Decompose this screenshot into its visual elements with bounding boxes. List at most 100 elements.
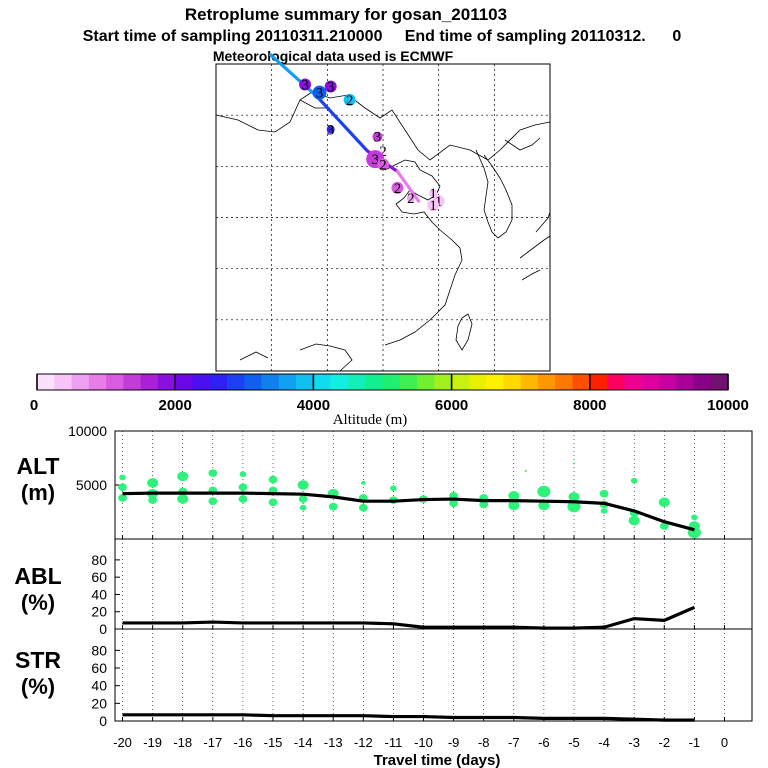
altitude-point: [147, 478, 159, 488]
altitude-point: [358, 503, 368, 512]
colorbar-swatch: [537, 374, 556, 390]
japan-coast-3: [521, 269, 541, 281]
plume-marker-label: 3: [327, 80, 335, 96]
plume-marker-label: 2: [379, 157, 387, 173]
plume-marker: [299, 78, 312, 91]
altitude-point: [659, 522, 669, 530]
x-tick-label: -3: [628, 735, 640, 750]
y-tick-label: 80: [91, 642, 107, 658]
colorbar-swatch: [607, 374, 625, 390]
plume-marker: [427, 199, 440, 212]
colorbar-swatch: [572, 374, 591, 390]
series-line: [122, 713, 695, 722]
x-tick-label: -16: [234, 735, 253, 750]
trajectory-segment: [395, 169, 421, 203]
colorbar-tick-label: 0: [30, 397, 38, 414]
plume-marker-label: 1: [435, 194, 443, 210]
trajectory-segment: [314, 94, 370, 153]
colorbar-tick-label: 6000: [435, 397, 468, 414]
panel-ylabel: ALT: [16, 453, 59, 479]
plume-marker: [312, 85, 327, 100]
colorbar-tick-label: 2000: [159, 397, 192, 414]
colorbar-swatch: [486, 374, 505, 390]
colorbar-swatch: [244, 374, 263, 390]
altitude-point: [299, 504, 307, 511]
japan-coast-2: [519, 235, 551, 259]
plume-marker-label: 2: [407, 191, 415, 207]
japan-coast-1: [535, 211, 551, 233]
altitude-point: [628, 515, 640, 526]
colorbar-swatch: [365, 374, 384, 390]
x-tick-label: 0: [721, 735, 728, 750]
y-tick-label: 80: [91, 552, 107, 568]
colorbar-swatch: [520, 374, 539, 390]
china-coast: [384, 159, 463, 346]
altitude-point: [268, 475, 278, 484]
map-coastlines: [215, 91, 551, 372]
altitude-point: [298, 495, 308, 503]
vietnam-coast: [239, 351, 269, 361]
plume-marker-label: 3: [301, 77, 309, 93]
altitude-point: [537, 485, 551, 498]
colorbar-swatch: [175, 374, 194, 390]
x-tick-label: -15: [264, 735, 283, 750]
altitude-point: [600, 508, 608, 514]
altitude-point: [328, 502, 338, 511]
figure-title: Retroplume summary for gosan_201103: [185, 5, 507, 24]
y-tick-label: 20: [91, 604, 107, 620]
altitude-point: [390, 485, 397, 492]
colorbar-swatch: [106, 374, 124, 390]
altitude-point: [118, 483, 127, 491]
altitude-point: [239, 471, 247, 478]
colorbar-swatch: [88, 374, 107, 390]
colorbar-swatch: [296, 374, 314, 390]
y-tick-label: 40: [91, 678, 107, 694]
altitude-point: [238, 483, 248, 491]
plume-marker-label: 1: [429, 186, 437, 202]
colorbar-swatch: [123, 374, 142, 390]
plume-marker-label: 2: [379, 144, 387, 160]
altitude-point: [524, 470, 527, 472]
altitude-point: [567, 500, 581, 513]
colorbar-tick-label: 8000: [573, 397, 606, 414]
plume-marker: [343, 93, 356, 106]
altitude-point: [630, 477, 638, 484]
x-tick-label: -6: [538, 735, 550, 750]
y-tick-label: 0: [99, 621, 107, 637]
x-tick-label: -19: [143, 735, 162, 750]
x-tick-label: -11: [384, 735, 402, 750]
colorbar-swatch: [641, 374, 660, 390]
colorbar-swatch: [278, 374, 297, 390]
altitude-point: [691, 514, 698, 521]
altitude-point: [568, 492, 580, 502]
colorbar-tick-label: 10000: [707, 397, 749, 414]
x-tick-label: -2: [658, 735, 670, 750]
colorbar-swatch: [658, 374, 677, 390]
x-tick-label: -4: [598, 735, 610, 750]
panel-ylabel-unit: (%): [21, 674, 55, 699]
colorbar-swatch: [589, 374, 608, 390]
plume-marker-label: 1: [429, 198, 437, 214]
colorbar-swatch: [399, 374, 418, 390]
altitude-point: [449, 499, 458, 508]
colorbar-swatch: [227, 374, 245, 390]
colorbar-swatch: [261, 374, 280, 390]
colorbar-swatch: [313, 374, 332, 390]
met-data-caption: Meteorological data used is ECMWF: [213, 48, 454, 64]
colorbar-swatch: [503, 374, 522, 390]
colorbar-label: Altitude (m): [333, 412, 408, 428]
x-tick-label: -10: [414, 735, 433, 750]
x-tick-label: -17: [203, 735, 222, 750]
taiwan-coast: [455, 313, 473, 351]
y-tick-label: 5000: [76, 477, 107, 493]
altitude-point: [361, 480, 366, 485]
mongolia-border: [299, 99, 330, 109]
panel-ylabel-unit: (m): [21, 480, 55, 505]
colorbar-swatch: [382, 374, 401, 390]
colorbar-swatch: [417, 374, 435, 390]
south-china-coast: [299, 343, 353, 372]
northern-border: [215, 91, 551, 161]
x-tick-label: -1: [689, 735, 701, 750]
plume-marker: [326, 125, 335, 134]
